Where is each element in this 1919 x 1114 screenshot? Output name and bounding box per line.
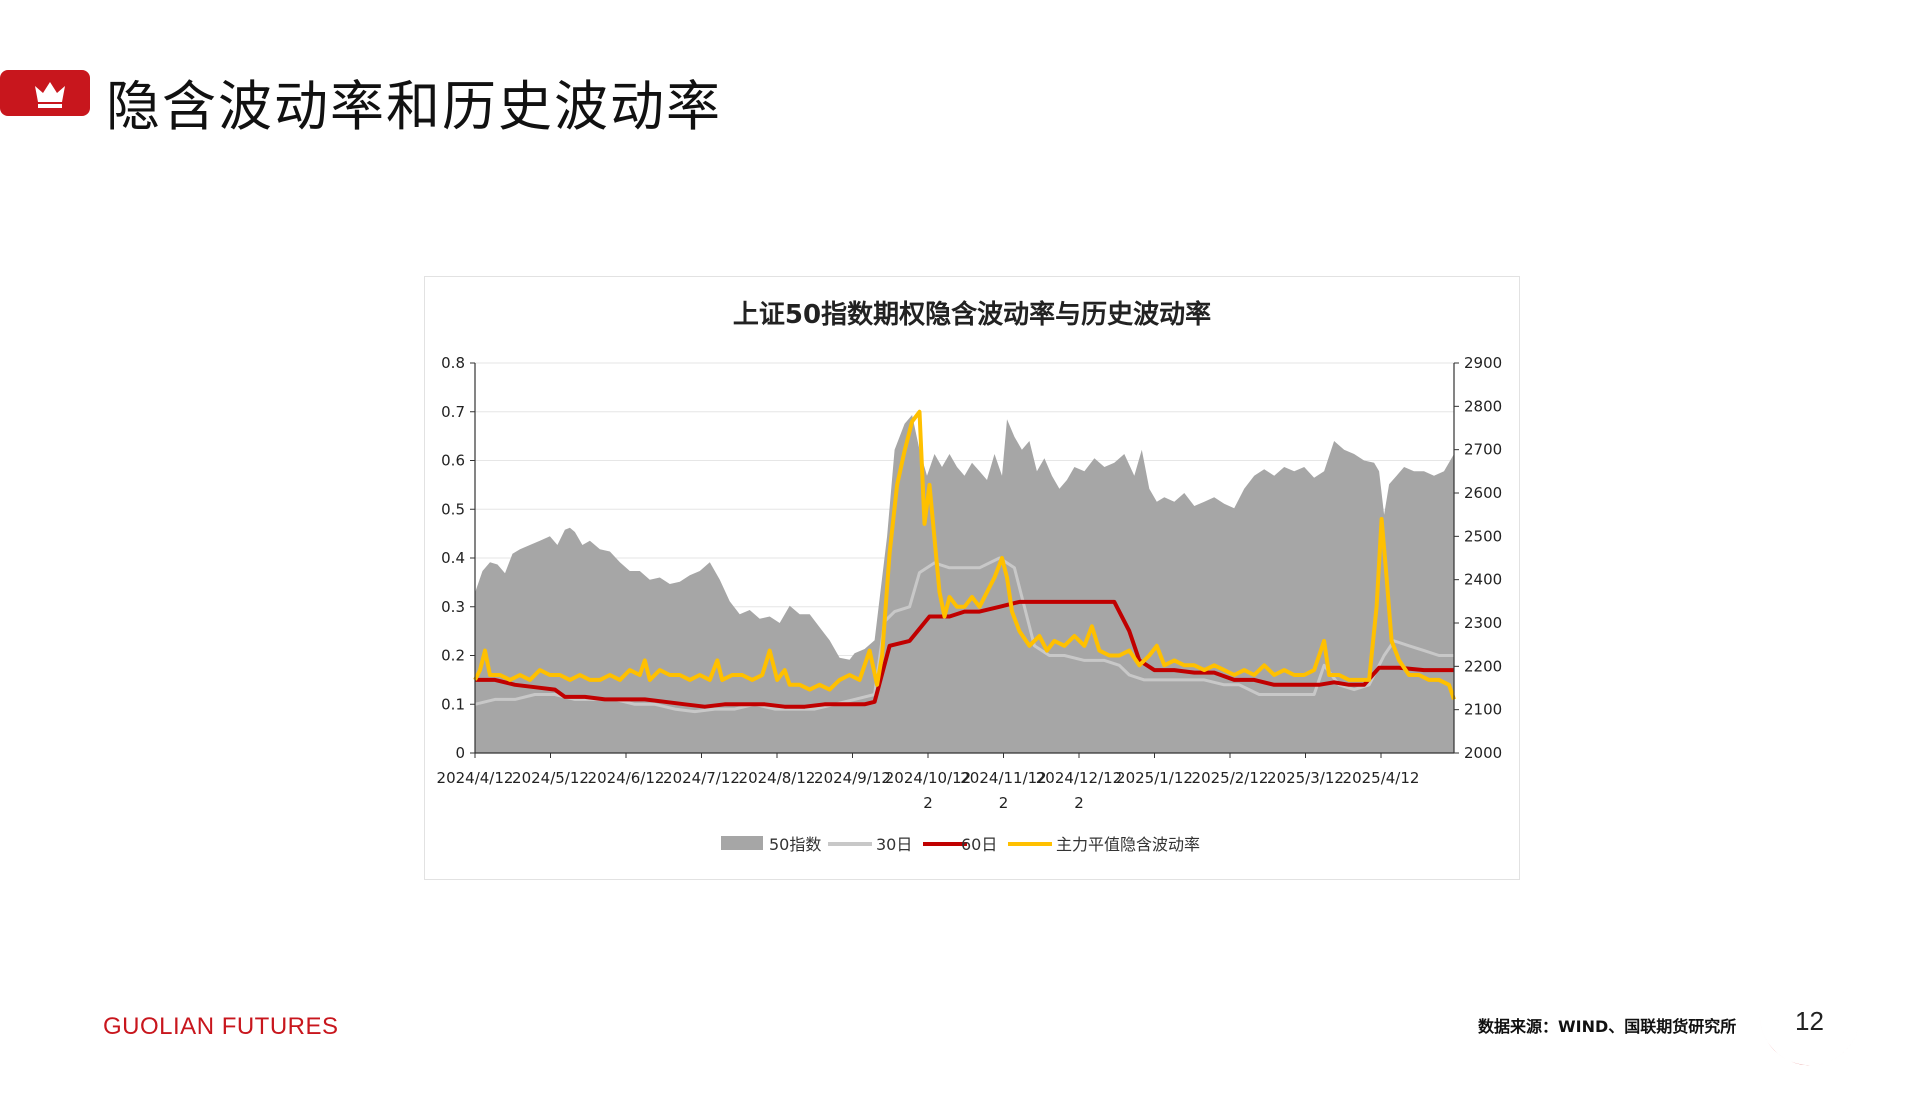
x-tick-label: 2024/7/12 (663, 769, 740, 787)
y-right-tick-label: 2000 (1464, 744, 1502, 762)
chart-frame: 上证50指数期权隐含波动率与历史波动率 0 0.1 0.2 0.3 0.4 0.5 0.6 0.… (424, 276, 1520, 880)
corner-arc-decoration (1759, 1010, 1860, 1066)
x-tick-label: 2025/2/12 (1192, 769, 1269, 787)
y-left-tick-label: 0.5 (441, 500, 465, 518)
y-left-tick-label: 0.6 (441, 452, 465, 470)
x-tick-label: 2024/8/12 (739, 769, 816, 787)
y-left-tick-label: 0.3 (441, 598, 465, 616)
legend-label: 60日 (961, 835, 997, 854)
x-tick-label: 2024/9/12 (814, 769, 891, 787)
chart: 上证50指数期权隐含波动率与历史波动率 0 0.1 0.2 0.3 0.4 0.5 0.6 0.… (437, 299, 1503, 854)
x-tick-label: 2 (1074, 794, 1084, 812)
legend-label: 主力平值隐含波动率 (1056, 835, 1200, 854)
y-left-tick-label: 0.1 (441, 695, 465, 713)
x-tick-label: 2024/12/12 (1036, 769, 1122, 787)
source-note: 数据来源：WIND、国联期货研究所 (1478, 1017, 1737, 1036)
y-right-tick-label: 2600 (1464, 484, 1502, 502)
x-tick-label: 2024/6/12 (588, 769, 665, 787)
page-title: 隐含波动率和历史波动率 (106, 75, 722, 138)
y-right-tick-label: 2900 (1464, 354, 1502, 372)
legend-label: 30日 (876, 835, 912, 854)
y-left-tick-label: 0.2 (441, 647, 465, 665)
x-tick-label: 2 (999, 794, 1009, 812)
x-tick-label: 2025/3/12 (1267, 769, 1344, 787)
chart-title: 上证50指数期权隐含波动率与历史波动率 (733, 299, 1211, 330)
y-right-tick-label: 2500 (1464, 527, 1502, 545)
page-number: 12 (1795, 1006, 1824, 1036)
series-line-iv (473, 409, 1456, 701)
y-left-tick-label: 0 (455, 744, 465, 762)
x-tick-label: 2024/10/12 (885, 769, 971, 787)
x-tick-label: 2 (923, 794, 933, 812)
x-tick-label: 2025/1/12 (1116, 769, 1193, 787)
x-tick-label: 2024/5/12 (512, 769, 589, 787)
y-right-tick-label: 2300 (1464, 614, 1502, 632)
x-tick-label: 2025/4/12 (1343, 769, 1420, 787)
legend-label: 50指数 (769, 835, 821, 854)
y-left-tick-label: 0.7 (441, 403, 465, 421)
y-left-tick-label: 0.4 (441, 549, 465, 567)
x-tick-label: 2024/11/12 (960, 769, 1046, 787)
y-right-tick-label: 2700 (1464, 441, 1502, 459)
legend-swatch-50index (721, 836, 763, 850)
brand-logo-text: GUOLIAN FUTURES (103, 1013, 339, 1040)
y-right-tick-label: 2800 (1464, 397, 1502, 415)
y-left-tick-label: 0.8 (441, 354, 465, 372)
crown-badge-icon (0, 70, 90, 116)
y-right-tick-label: 2200 (1464, 657, 1502, 675)
series-line-hv60 (475, 599, 1454, 709)
x-tick-label: 2024/4/12 (437, 769, 514, 787)
y-right-tick-label: 2400 (1464, 571, 1502, 589)
y-right-tick-label: 2100 (1464, 701, 1502, 719)
